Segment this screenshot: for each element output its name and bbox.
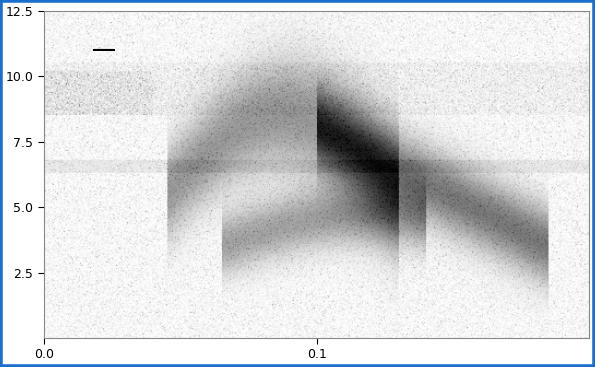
Polygon shape — [289, 11, 590, 278]
